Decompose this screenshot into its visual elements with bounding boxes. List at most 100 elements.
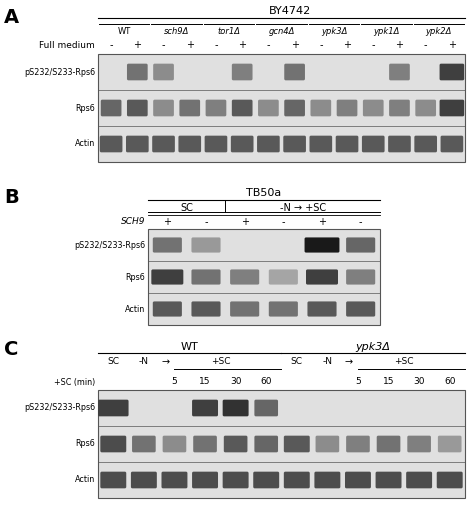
FancyBboxPatch shape — [406, 472, 432, 488]
Text: -: - — [372, 40, 375, 50]
FancyBboxPatch shape — [407, 436, 431, 453]
FancyBboxPatch shape — [283, 136, 306, 152]
Text: pS232/S233-Rps6: pS232/S233-Rps6 — [24, 404, 95, 412]
FancyBboxPatch shape — [336, 136, 358, 152]
FancyBboxPatch shape — [363, 100, 383, 117]
Text: ypk1Δ: ypk1Δ — [373, 27, 400, 36]
Text: Actin: Actin — [75, 475, 95, 485]
FancyBboxPatch shape — [308, 301, 337, 317]
FancyBboxPatch shape — [230, 301, 259, 317]
FancyBboxPatch shape — [179, 100, 200, 117]
Bar — [98, 54, 465, 162]
FancyBboxPatch shape — [257, 136, 280, 152]
Text: -: - — [162, 40, 165, 50]
FancyBboxPatch shape — [192, 472, 218, 488]
Bar — [98, 390, 465, 498]
Text: 5: 5 — [355, 378, 361, 386]
Text: pS232/S233-Rps6: pS232/S233-Rps6 — [24, 68, 95, 76]
Text: -: - — [424, 40, 428, 50]
FancyBboxPatch shape — [223, 400, 248, 416]
FancyBboxPatch shape — [306, 269, 338, 285]
FancyBboxPatch shape — [310, 100, 331, 117]
Text: +SC: +SC — [210, 357, 230, 366]
Text: WT: WT — [181, 342, 199, 352]
FancyBboxPatch shape — [346, 301, 375, 317]
Text: -: - — [109, 40, 113, 50]
Text: ypk3Δ: ypk3Δ — [321, 27, 347, 36]
FancyBboxPatch shape — [310, 136, 332, 152]
FancyBboxPatch shape — [191, 237, 220, 252]
FancyBboxPatch shape — [440, 136, 463, 152]
FancyBboxPatch shape — [377, 436, 401, 453]
Text: -N: -N — [139, 357, 149, 366]
Text: sch9Δ: sch9Δ — [164, 27, 189, 36]
Text: -: - — [319, 40, 323, 50]
Text: B: B — [4, 188, 19, 207]
Text: →: → — [161, 357, 169, 367]
FancyBboxPatch shape — [284, 472, 310, 488]
Text: SC: SC — [180, 203, 193, 213]
FancyBboxPatch shape — [362, 136, 384, 152]
Text: +: + — [186, 40, 194, 50]
FancyBboxPatch shape — [346, 436, 370, 453]
Text: +SC (min): +SC (min) — [54, 378, 95, 386]
Text: Actin: Actin — [75, 139, 95, 149]
FancyBboxPatch shape — [437, 472, 463, 488]
Text: pS232/S233-Rps6: pS232/S233-Rps6 — [74, 240, 145, 249]
FancyBboxPatch shape — [153, 64, 174, 80]
Text: →: → — [345, 357, 353, 367]
Text: ypk3Δ: ypk3Δ — [356, 342, 391, 352]
Text: -: - — [214, 40, 218, 50]
FancyBboxPatch shape — [284, 64, 305, 80]
FancyBboxPatch shape — [151, 269, 183, 285]
Text: 15: 15 — [199, 378, 211, 386]
Text: SC: SC — [107, 357, 119, 366]
Text: Rps6: Rps6 — [75, 439, 95, 448]
FancyBboxPatch shape — [224, 436, 247, 453]
FancyBboxPatch shape — [206, 100, 226, 117]
FancyBboxPatch shape — [100, 436, 126, 453]
Text: Rps6: Rps6 — [125, 272, 145, 281]
Text: 5: 5 — [172, 378, 177, 386]
FancyBboxPatch shape — [389, 100, 410, 117]
FancyBboxPatch shape — [305, 237, 339, 252]
FancyBboxPatch shape — [258, 100, 279, 117]
FancyBboxPatch shape — [231, 136, 254, 152]
FancyBboxPatch shape — [253, 472, 279, 488]
FancyBboxPatch shape — [223, 472, 248, 488]
FancyBboxPatch shape — [98, 400, 128, 416]
FancyBboxPatch shape — [439, 64, 464, 80]
Text: gcn4Δ: gcn4Δ — [268, 27, 295, 36]
FancyBboxPatch shape — [163, 436, 186, 453]
FancyBboxPatch shape — [269, 301, 298, 317]
FancyBboxPatch shape — [316, 436, 339, 453]
FancyBboxPatch shape — [438, 436, 462, 453]
Text: -N: -N — [322, 357, 332, 366]
FancyBboxPatch shape — [178, 136, 201, 152]
Text: +: + — [133, 40, 141, 50]
FancyBboxPatch shape — [414, 136, 437, 152]
FancyBboxPatch shape — [191, 301, 220, 317]
FancyBboxPatch shape — [337, 100, 357, 117]
FancyBboxPatch shape — [269, 269, 298, 285]
Text: -: - — [267, 40, 270, 50]
Text: 15: 15 — [383, 378, 394, 386]
Text: Actin: Actin — [125, 304, 145, 314]
FancyBboxPatch shape — [191, 269, 220, 285]
Text: WT: WT — [118, 27, 131, 36]
FancyBboxPatch shape — [345, 472, 371, 488]
FancyBboxPatch shape — [388, 136, 411, 152]
Text: +: + — [318, 217, 326, 227]
Text: +: + — [395, 40, 403, 50]
FancyBboxPatch shape — [132, 436, 155, 453]
Text: SC: SC — [291, 357, 303, 366]
FancyBboxPatch shape — [375, 472, 401, 488]
FancyBboxPatch shape — [153, 237, 182, 252]
Text: +: + — [164, 217, 171, 227]
Text: -: - — [282, 217, 285, 227]
Text: +: + — [448, 40, 456, 50]
Text: tor1Δ: tor1Δ — [218, 27, 241, 36]
FancyBboxPatch shape — [127, 64, 148, 80]
FancyBboxPatch shape — [232, 64, 253, 80]
FancyBboxPatch shape — [314, 472, 340, 488]
